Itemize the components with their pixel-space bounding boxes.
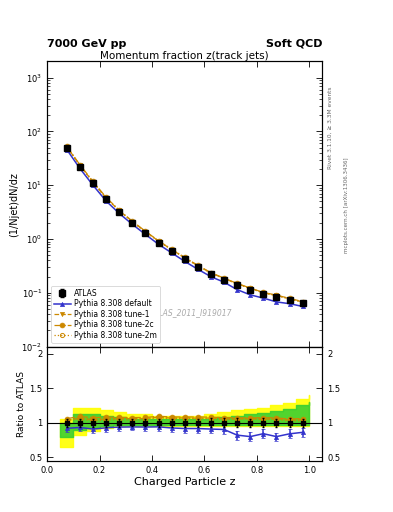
Pythia 8.308 tune-2m (222, 275, 226, 282)
Pythia 8.308 tune-1 (156, 238, 161, 244)
Pythia 8.308 tune-1 (222, 275, 226, 282)
Text: Soft QCD: Soft QCD (266, 38, 322, 49)
Pythia 8.308 tune-2c (117, 207, 121, 213)
Pythia 8.308 tune-2m (209, 270, 213, 276)
Line: Pythia 8.308 tune-1: Pythia 8.308 tune-1 (65, 145, 305, 304)
Pythia 8.308 tune-2c (182, 254, 187, 261)
Pythia 8.308 tune-1 (261, 290, 266, 296)
X-axis label: Charged Particle z: Charged Particle z (134, 477, 235, 487)
Line: Pythia 8.308 default: Pythia 8.308 default (65, 147, 305, 309)
Pythia 8.308 tune-2m (300, 299, 305, 305)
Pythia 8.308 default (195, 266, 200, 272)
Pythia 8.308 tune-2m (117, 208, 121, 214)
Pythia 8.308 tune-2c (77, 162, 82, 168)
Pythia 8.308 tune-1 (117, 207, 121, 214)
Pythia 8.308 tune-2c (64, 143, 69, 150)
Pythia 8.308 tune-1 (235, 281, 239, 287)
Pythia 8.308 default (274, 299, 279, 305)
Y-axis label: Ratio to ATLAS: Ratio to ATLAS (17, 371, 26, 437)
Pythia 8.308 tune-2c (169, 246, 174, 252)
Pythia 8.308 tune-2c (156, 238, 161, 244)
Pythia 8.308 default (222, 279, 226, 285)
Pythia 8.308 tune-2c (91, 178, 95, 184)
Pythia 8.308 default (91, 182, 95, 188)
Text: 7000 GeV pp: 7000 GeV pp (47, 38, 127, 49)
Pythia 8.308 default (117, 210, 121, 217)
Pythia 8.308 tune-2c (195, 262, 200, 268)
Pythia 8.308 default (287, 301, 292, 307)
Pythia 8.308 tune-1 (77, 162, 82, 168)
Pythia 8.308 tune-2m (261, 290, 266, 296)
Pythia 8.308 tune-2c (209, 269, 213, 275)
Pythia 8.308 tune-2c (274, 292, 279, 298)
Pythia 8.308 tune-2m (287, 296, 292, 302)
Pythia 8.308 tune-2m (195, 263, 200, 269)
Pythia 8.308 tune-2c (287, 295, 292, 302)
Pythia 8.308 default (156, 241, 161, 247)
Pythia 8.308 default (300, 304, 305, 310)
Line: Pythia 8.308 tune-2c: Pythia 8.308 tune-2c (64, 144, 305, 304)
Title: Momentum fraction z(track jets): Momentum fraction z(track jets) (100, 51, 269, 60)
Legend: ATLAS, Pythia 8.308 default, Pythia 8.308 tune-1, Pythia 8.308 tune-2c, Pythia 8: ATLAS, Pythia 8.308 default, Pythia 8.30… (51, 286, 160, 343)
Pythia 8.308 default (143, 231, 148, 238)
Pythia 8.308 tune-2c (248, 285, 253, 291)
Pythia 8.308 tune-2m (156, 238, 161, 244)
Pythia 8.308 tune-2m (169, 247, 174, 253)
Pythia 8.308 tune-2m (91, 179, 95, 185)
Pythia 8.308 default (77, 165, 82, 172)
Text: mcplots.cern.ch [arXiv:1306.3436]: mcplots.cern.ch [arXiv:1306.3436] (344, 157, 349, 252)
Pythia 8.308 default (209, 273, 213, 280)
Pythia 8.308 default (235, 287, 239, 293)
Pythia 8.308 default (169, 250, 174, 256)
Text: ATLAS_2011_I919017: ATLAS_2011_I919017 (149, 308, 231, 317)
Pythia 8.308 default (64, 146, 69, 153)
Pythia 8.308 tune-1 (91, 179, 95, 185)
Pythia 8.308 tune-1 (274, 292, 279, 298)
Pythia 8.308 tune-2c (130, 218, 135, 224)
Pythia 8.308 tune-2m (77, 162, 82, 168)
Pythia 8.308 default (248, 292, 253, 298)
Pythia 8.308 tune-2m (143, 229, 148, 235)
Pythia 8.308 default (182, 259, 187, 265)
Pythia 8.308 tune-1 (64, 144, 69, 150)
Pythia 8.308 default (104, 198, 108, 204)
Pythia 8.308 tune-2c (104, 195, 108, 201)
Pythia 8.308 tune-2m (274, 292, 279, 298)
Pythia 8.308 tune-2m (182, 255, 187, 261)
Pythia 8.308 tune-1 (169, 246, 174, 252)
Pythia 8.308 tune-2m (64, 144, 69, 150)
Pythia 8.308 tune-2c (235, 281, 239, 287)
Pythia 8.308 tune-1 (104, 195, 108, 201)
Pythia 8.308 tune-1 (300, 299, 305, 305)
Pythia 8.308 tune-2m (130, 219, 135, 225)
Y-axis label: (1/Njet)dN/dz: (1/Njet)dN/dz (9, 172, 19, 237)
Pythia 8.308 tune-2m (104, 195, 108, 201)
Pythia 8.308 tune-1 (248, 285, 253, 291)
Pythia 8.308 tune-2c (222, 275, 226, 281)
Pythia 8.308 tune-2c (300, 298, 305, 305)
Pythia 8.308 tune-1 (209, 270, 213, 276)
Pythia 8.308 tune-1 (130, 219, 135, 225)
Pythia 8.308 tune-2m (248, 285, 253, 291)
Pythia 8.308 tune-1 (195, 263, 200, 269)
Text: Rivet 3.1.10, ≥ 3.3M events: Rivet 3.1.10, ≥ 3.3M events (328, 87, 333, 169)
Pythia 8.308 tune-2c (143, 228, 148, 234)
Pythia 8.308 default (130, 221, 135, 227)
Pythia 8.308 tune-1 (143, 228, 148, 234)
Pythia 8.308 tune-1 (182, 254, 187, 261)
Pythia 8.308 tune-1 (287, 295, 292, 302)
Pythia 8.308 tune-2c (261, 289, 266, 295)
Pythia 8.308 tune-2m (235, 281, 239, 287)
Pythia 8.308 default (261, 295, 266, 301)
Line: Pythia 8.308 tune-2m: Pythia 8.308 tune-2m (65, 145, 305, 304)
